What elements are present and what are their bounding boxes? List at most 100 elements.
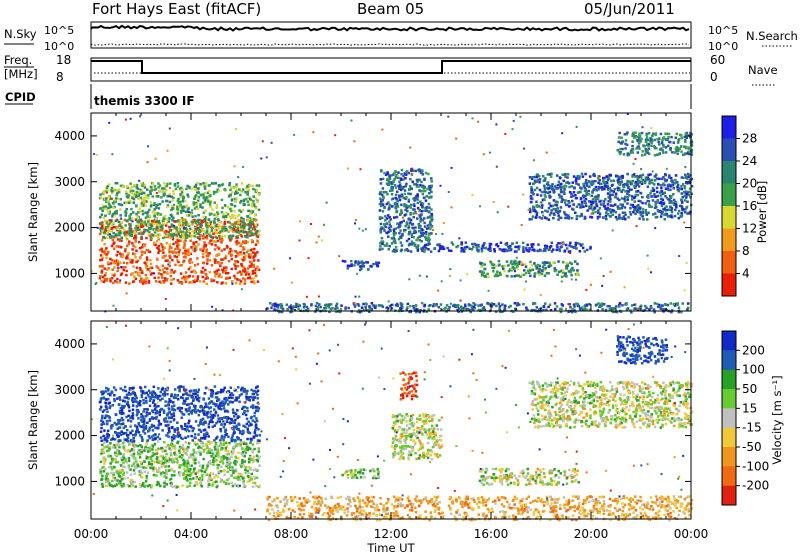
heatmap-cell xyxy=(483,274,486,278)
heatmap-cell xyxy=(587,180,591,183)
heatmap-cell xyxy=(683,199,687,202)
heatmap-cell xyxy=(258,441,261,444)
heatmap-cell xyxy=(601,284,604,287)
heatmap-cell xyxy=(110,277,114,280)
heatmap-cell xyxy=(362,265,366,268)
heatmap-cell xyxy=(290,281,293,284)
heatmap-cell xyxy=(112,281,115,285)
heatmap-cell xyxy=(187,195,190,198)
heatmap-cell xyxy=(231,191,234,194)
heatmap-cell xyxy=(408,185,412,188)
heatmap-cell xyxy=(253,271,257,275)
heatmap-cell xyxy=(174,457,177,460)
heatmap-cell xyxy=(556,211,560,215)
heatmap-cell xyxy=(177,219,180,223)
heatmap-cell xyxy=(663,218,666,221)
heatmap-cell xyxy=(180,216,184,220)
heatmap-cell xyxy=(576,270,579,274)
heatmap-cell xyxy=(143,183,146,187)
heatmap-cell xyxy=(556,245,559,249)
heatmap-cell xyxy=(324,303,327,307)
heatmap-cell xyxy=(101,448,104,452)
heatmap-cell xyxy=(110,235,113,238)
heatmap-cell xyxy=(544,246,547,250)
heatmap-cell xyxy=(190,220,194,223)
heatmap-cell xyxy=(391,250,395,253)
heatmap-cell xyxy=(203,218,207,221)
heatmap-cell xyxy=(564,173,567,176)
heatmap-cell xyxy=(659,132,663,136)
heatmap-cell xyxy=(538,273,541,276)
heatmap-cell xyxy=(101,485,104,488)
heatmap-cell xyxy=(219,237,222,240)
heatmap-cell xyxy=(143,449,146,453)
heatmap-cell xyxy=(315,301,319,305)
heatmap-cell xyxy=(477,308,480,312)
heatmap-cell xyxy=(375,261,378,264)
heatmap-cell xyxy=(188,259,191,262)
heatmap-cell xyxy=(585,193,589,196)
heatmap-cell xyxy=(110,186,114,190)
heatmap-cell xyxy=(150,219,154,223)
heatmap-cell xyxy=(475,243,478,247)
heatmap-cell xyxy=(129,261,133,264)
heatmap-cell xyxy=(209,460,212,463)
heatmap-cell xyxy=(568,191,572,194)
heatmap-cell xyxy=(632,196,636,200)
heatmap-cell xyxy=(189,481,192,484)
heatmap-cell xyxy=(132,192,136,196)
heatmap-cell xyxy=(188,456,191,459)
heatmap-cell xyxy=(414,310,418,314)
heatmap-cell xyxy=(550,241,554,244)
heatmap-cell xyxy=(568,303,571,306)
heatmap-cell xyxy=(522,246,525,249)
heatmap-cell xyxy=(247,446,251,450)
heatmap-cell xyxy=(110,219,113,222)
heatmap-cell xyxy=(254,268,257,271)
heatmap-cell xyxy=(187,214,191,217)
colorbar-swatch xyxy=(722,116,736,139)
heatmap-cell xyxy=(666,187,670,190)
heatmap-cell xyxy=(362,309,366,312)
heatmap-cell xyxy=(673,151,677,154)
heatmap-cell xyxy=(602,205,606,208)
heatmap-cell xyxy=(157,244,160,248)
heatmap-cell xyxy=(242,269,245,272)
heatmap-cell xyxy=(127,467,131,470)
heatmap-cell xyxy=(596,177,600,180)
heatmap-cell xyxy=(105,253,109,256)
heatmap-cell xyxy=(409,146,412,149)
heatmap-cell xyxy=(511,128,514,131)
heatmap-cell xyxy=(683,185,686,188)
heatmap-cell xyxy=(554,203,557,206)
heatmap-cell xyxy=(641,173,645,177)
heatmap-cell xyxy=(649,306,653,309)
heatmap-cell xyxy=(424,243,427,247)
heatmap-cell xyxy=(182,450,186,454)
heatmap-cell xyxy=(682,153,685,157)
heatmap-cell xyxy=(426,187,429,191)
heatmap-cell xyxy=(634,193,637,197)
heatmap-cell xyxy=(184,231,188,234)
heatmap-cell xyxy=(165,278,168,282)
heatmap-cell xyxy=(224,282,228,285)
heatmap-cell xyxy=(410,240,414,243)
heatmap-cell xyxy=(378,209,382,212)
heatmap-cell xyxy=(686,200,689,203)
heatmap-cell xyxy=(582,185,586,188)
heatmap-cell xyxy=(677,306,681,309)
heatmap-cell xyxy=(224,215,228,218)
heatmap-cell xyxy=(248,220,252,223)
heatmap-cell xyxy=(205,196,208,200)
heatmap-cell xyxy=(460,241,463,244)
heatmap-cell xyxy=(559,310,563,314)
heatmap-cell xyxy=(153,218,156,222)
heatmap-cell xyxy=(630,195,634,198)
heatmap-cell xyxy=(275,309,278,312)
heatmap-cell xyxy=(229,193,232,196)
heatmap-cell xyxy=(192,450,196,454)
heatmap-cell xyxy=(409,218,413,222)
heatmap-cell xyxy=(639,178,642,181)
heatmap-cell xyxy=(165,476,168,479)
